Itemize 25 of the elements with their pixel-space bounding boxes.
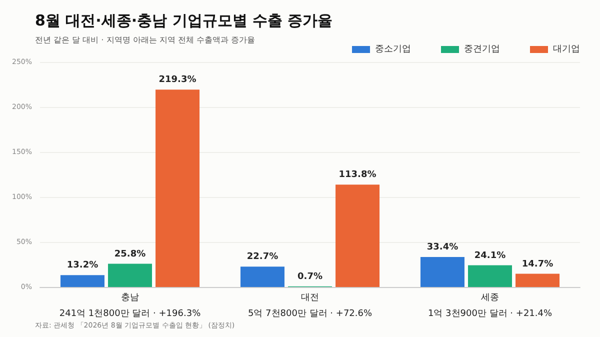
data-label: 25.8% [114, 249, 146, 260]
bar [156, 90, 200, 287]
bar [240, 266, 284, 287]
x-tick-label: 충남 241억 1천800만 달러 · +196.3% [59, 293, 202, 319]
legend-label: 중견기업 [464, 44, 500, 54]
data-label: 22.7% [246, 252, 278, 262]
data-label: 113.8% [338, 170, 376, 180]
bar [336, 184, 380, 287]
x-tick-label: 대전 5억 7천800만 달러 · +72.6% [248, 293, 372, 319]
bar [108, 264, 152, 287]
data-label: 13.2% [66, 260, 98, 271]
data-label: 24.1% [474, 250, 506, 261]
x-tick-label: 세종 1억 3천900만 달러 · +21.4% [428, 293, 552, 319]
data-label: 219.3% [158, 75, 196, 86]
data-label: 0.7% [298, 272, 322, 282]
legend-label: 대기업 [553, 44, 580, 54]
legend-label: 중소기업 [375, 44, 411, 54]
data-label: 33.4% [426, 242, 458, 252]
chart-subtitle: 전년 같은 달 대비 · 지역명 아래는 지역 전체 수출액과 증가율 [35, 36, 255, 44]
data-label: 14.7% [522, 259, 554, 270]
bar [420, 256, 464, 287]
chart-title: 8월 대전·세종·충남 기업규모별 수출 증가율 [35, 12, 333, 30]
bar [60, 275, 104, 287]
bar [516, 274, 560, 287]
bar [468, 265, 512, 287]
